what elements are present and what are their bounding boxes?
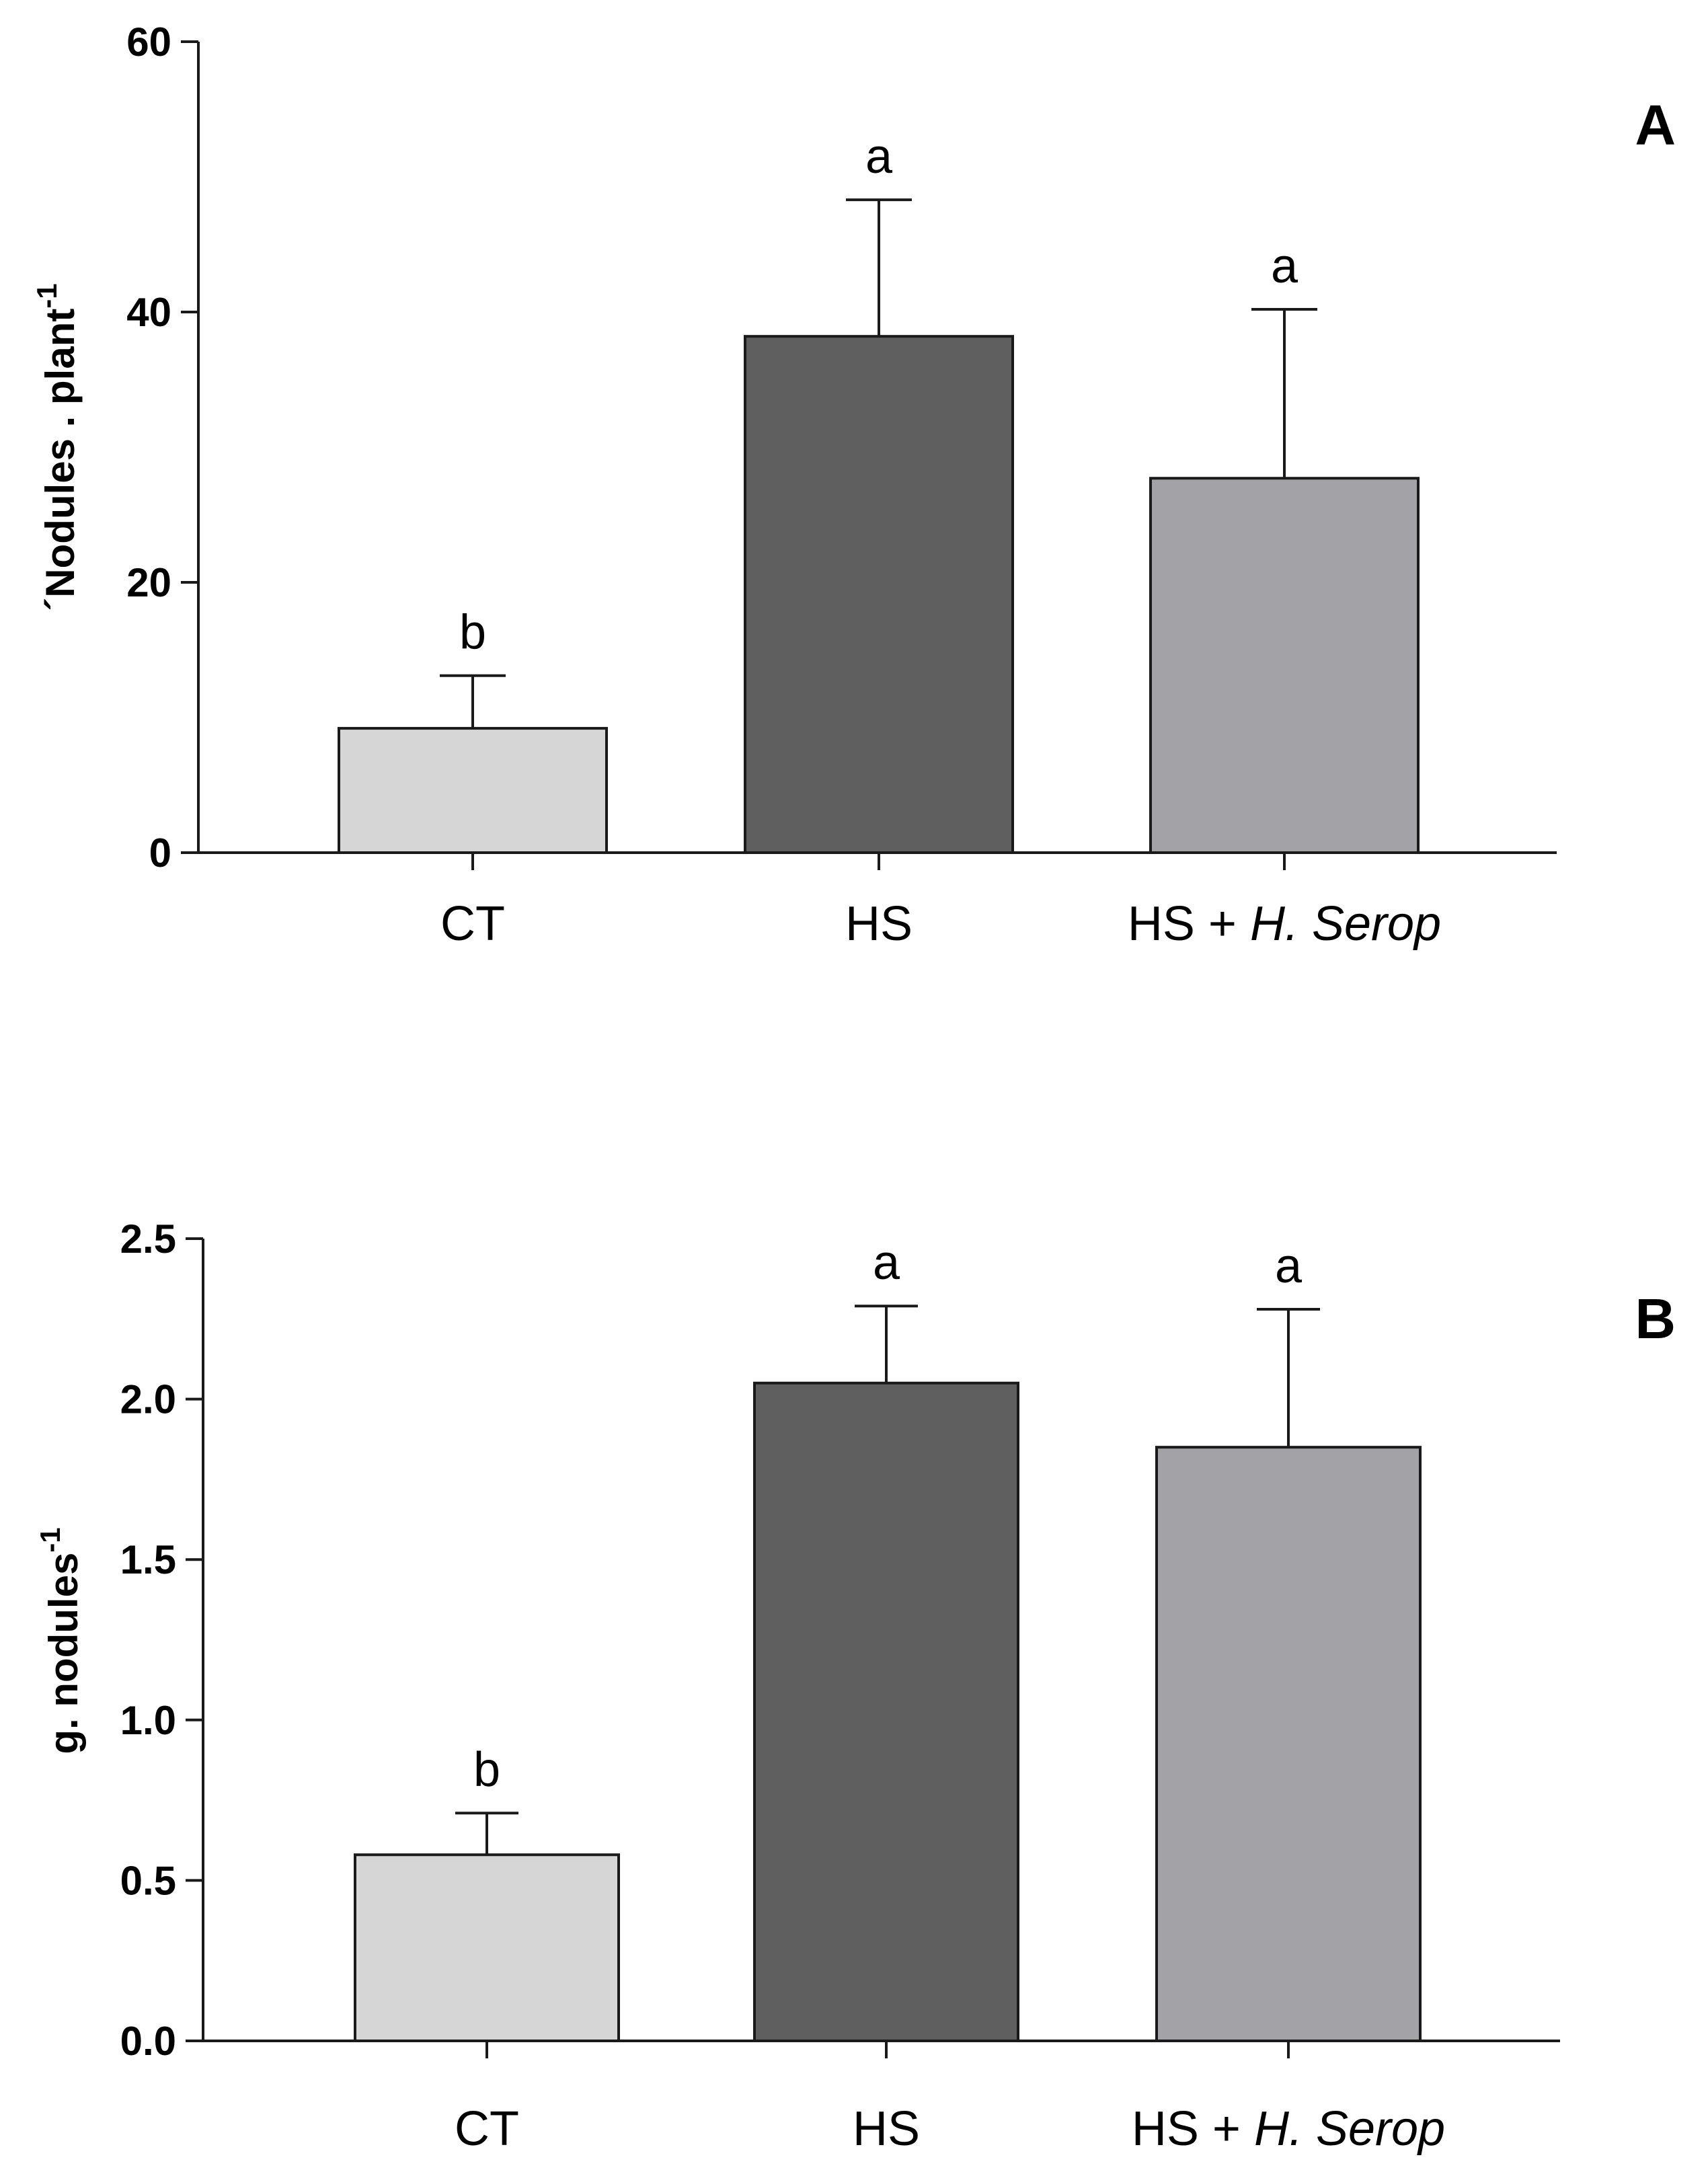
panel-b-bar	[1155, 1446, 1422, 2042]
panel-a-significance-label: a	[1271, 239, 1298, 293]
panel-a-category-label: HS	[845, 897, 913, 951]
panel-b: b a a 0.0 0.5 1.0 1.5 2.0 2.5 CT HS HS + H. Serop g.…	[34, 1216, 1676, 2156]
panel-b-y-axis-label: g. nodules-1	[34, 1527, 86, 1754]
panel-b-y-tick-label: 0.0	[120, 2019, 176, 2064]
panel-b-y-tick-label: 2.5	[120, 1216, 176, 1262]
panel-b-category-label: HS	[853, 2102, 920, 2156]
panel-b-bar	[753, 1381, 1019, 2042]
panel-b-y-tick-label: 2.0	[120, 1377, 176, 1422]
panel-b-significance-label: a	[873, 1236, 900, 1290]
panel-a-y-tick-label: 0	[149, 830, 171, 876]
panel-b-bar	[354, 1853, 620, 2043]
panel-a-category-label: CT	[440, 897, 505, 951]
panel-a-y-tick-label: 20	[126, 560, 171, 605]
panel-a: b a a 0 20 40 60 CT HS HS + H. Serop ´Nodules . pl…	[31, 20, 1676, 951]
panel-a-letter: A	[1635, 93, 1676, 157]
panel-a-significance-label: a	[865, 130, 893, 184]
panel-b-y-tick-label: 0.5	[120, 1858, 176, 1903]
panel-b-significance-label: a	[1275, 1239, 1303, 1293]
panel-a-bar	[744, 335, 1014, 854]
panel-a-significance-label: b	[459, 606, 486, 660]
panel-a-y-tick-label: 40	[126, 290, 171, 335]
panel-b-letter: B	[1635, 1287, 1676, 1350]
panel-a-bar	[1149, 477, 1420, 854]
panel-b-y-tick-label: 1.5	[120, 1537, 176, 1582]
panel-b-category-label: HS + H. Serop	[1132, 2102, 1445, 2156]
panel-a-category-label: HS + H. Serop	[1128, 897, 1441, 951]
panel-b-y-tick-label: 1.0	[120, 1698, 176, 1743]
panel-a-y-axis-label: ´Nodules . plant-1	[31, 283, 83, 611]
panel-a-y-tick-label: 60	[126, 20, 171, 65]
panel-b-category-label: CT	[455, 2102, 519, 2156]
panel-a-bar	[338, 727, 608, 854]
panel-b-significance-label: b	[473, 1743, 500, 1797]
